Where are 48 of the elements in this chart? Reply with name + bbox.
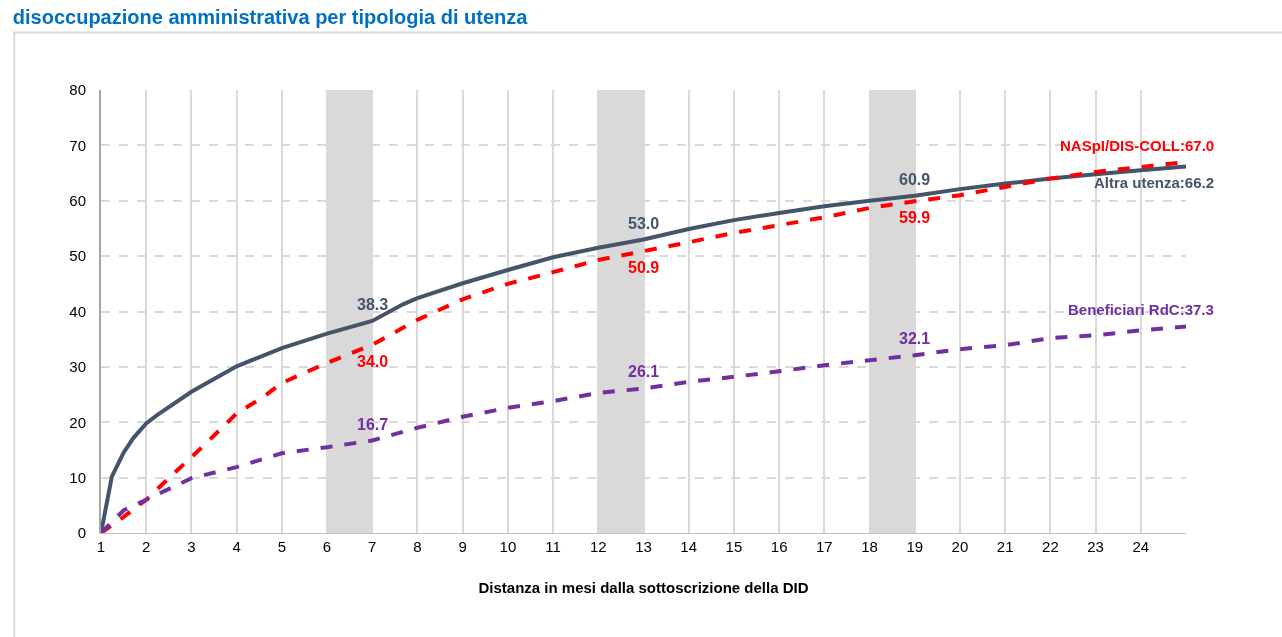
x-tick-label: 10 [499,538,517,555]
y-tick-label: 40 [69,302,86,320]
annotation: 38.3 [357,296,389,313]
x-tick-label: 16 [770,538,788,555]
annotation: NASpI/DIS-COLL:67.0 [1060,137,1215,154]
x-tick-label: 23 [1087,538,1104,555]
x-tick-label: 2 [142,538,151,555]
y-tick-label: 80 [69,81,86,99]
y-tick-label: 10 [69,468,86,486]
y-tick-label: 50 [69,247,86,265]
x-tick-label: 11 [545,538,561,555]
annotation: 60.9 [899,171,931,188]
x-tick-label: 19 [906,538,924,555]
y-tick-label: 20 [69,413,86,431]
x-tick-label: 21 [996,538,1014,555]
annotation: 59.9 [899,209,931,226]
y-tick-label: 60 [69,192,86,209]
x-tick-label: 18 [861,538,878,555]
annotation: 26.1 [628,363,660,380]
annotation: 16.7 [357,416,389,433]
x-axis-title: Distanza in mesi dalla sottoscrizione della DID [478,579,809,596]
x-tick-label: 6 [322,538,332,555]
y-tick-label: 70 [69,136,86,154]
chart-title: disoccupazione amministrativa per tipologia di utenza [12,5,529,28]
x-tick-label: 9 [458,538,467,555]
annotation: Beneficiari RdC:37.3 [1068,301,1214,318]
x-tick-label: 5 [277,538,286,555]
annotation: 34.0 [357,353,389,370]
annotation: 32.1 [899,330,931,347]
y-tick-label: 0 [77,524,86,542]
x-tick-label: 17 [815,538,833,555]
annotation: Altra utenza:66.2 [1094,174,1215,191]
x-tick-label: 24 [1132,538,1150,555]
x-tick-label: 4 [232,538,241,555]
x-tick-label: 12 [589,538,607,555]
x-tick-label: 20 [951,538,969,555]
x-tick-label: 1 [96,538,106,555]
x-tick-label: 8 [413,538,422,555]
x-tick-label: 14 [680,538,698,555]
y-tick-label: 30 [69,358,86,376]
annotation: 53.0 [628,215,660,232]
annotation: 50.9 [628,259,660,276]
x-tick-label: 13 [635,538,652,555]
x-tick-label: 22 [1042,538,1059,555]
x-tick-label: 15 [725,538,743,555]
x-tick-label: 3 [187,538,196,555]
line-series [101,324,1186,533]
x-tick-label: 7 [368,538,377,555]
